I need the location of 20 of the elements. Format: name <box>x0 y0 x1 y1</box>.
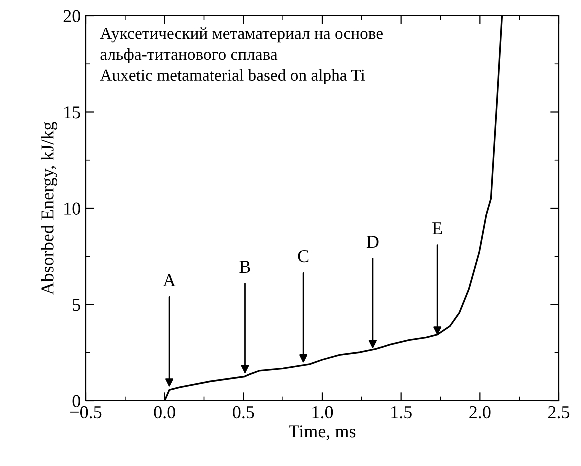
x-tick-label: 0.5 <box>233 406 254 419</box>
x-tick-label: 2.5 <box>548 406 570 419</box>
annotation: B <box>240 261 250 274</box>
annotation: Ауксетический метаматериал на основе альфа-титанового сплава Auxetic metamaterial based on alpha Ti <box>100 28 383 84</box>
annotation: E <box>432 222 442 234</box>
x-tick-label: −0.5 <box>70 406 102 419</box>
y-axis-title: Absorbed Energy, kJ/kg <box>41 122 58 296</box>
x-tick-label: 1.0 <box>312 406 334 419</box>
annotation: C <box>298 250 309 263</box>
x-tick-label: 2.0 <box>470 406 491 419</box>
y-tick-label: 5 <box>73 299 80 312</box>
annotation: A <box>163 274 176 286</box>
y-tick-label: 15 <box>64 106 80 119</box>
annotation: D <box>366 236 379 248</box>
x-tick-label: 1.5 <box>392 406 412 419</box>
y-tick-label: 0 <box>72 395 80 408</box>
y-tick-label: 10 <box>64 202 80 215</box>
x-tick-label: 0.0 <box>154 406 176 419</box>
y-tick-label: 20 <box>64 10 80 22</box>
x-axis-title: Time, ms <box>289 426 356 440</box>
